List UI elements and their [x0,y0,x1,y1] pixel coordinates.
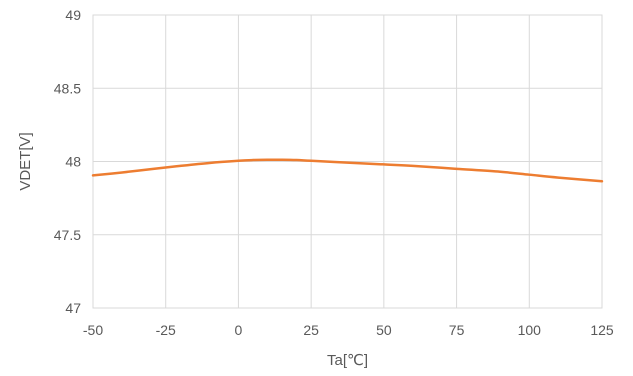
y-tick-label: 48 [65,154,81,170]
plot-area [92,14,603,309]
x-tick-label: 75 [449,322,465,338]
x-tick-label: 100 [518,322,542,338]
x-tick-label: -25 [156,322,176,338]
x-tick-label: -50 [83,322,103,338]
x-axis-title: Ta[℃] [327,352,368,369]
x-axis-ticks: -50 -25 0 25 50 75 100 125 [83,322,614,338]
series-layer [91,158,604,183]
y-tick-label: 48.5 [54,80,81,96]
y-tick-label: 49 [65,7,81,23]
y-axis-ticks: 47 47.5 48 48.5 49 [54,7,81,316]
y-tick-label: 47.5 [54,227,81,243]
x-tick-label: 0 [235,322,243,338]
series-line [91,158,604,183]
x-tick-label: 125 [590,322,614,338]
y-tick-label: 47 [65,300,81,316]
y-axis-title: VDET[V] [17,132,34,190]
x-tick-label: 25 [303,322,319,338]
x-tick-label: 50 [376,322,392,338]
